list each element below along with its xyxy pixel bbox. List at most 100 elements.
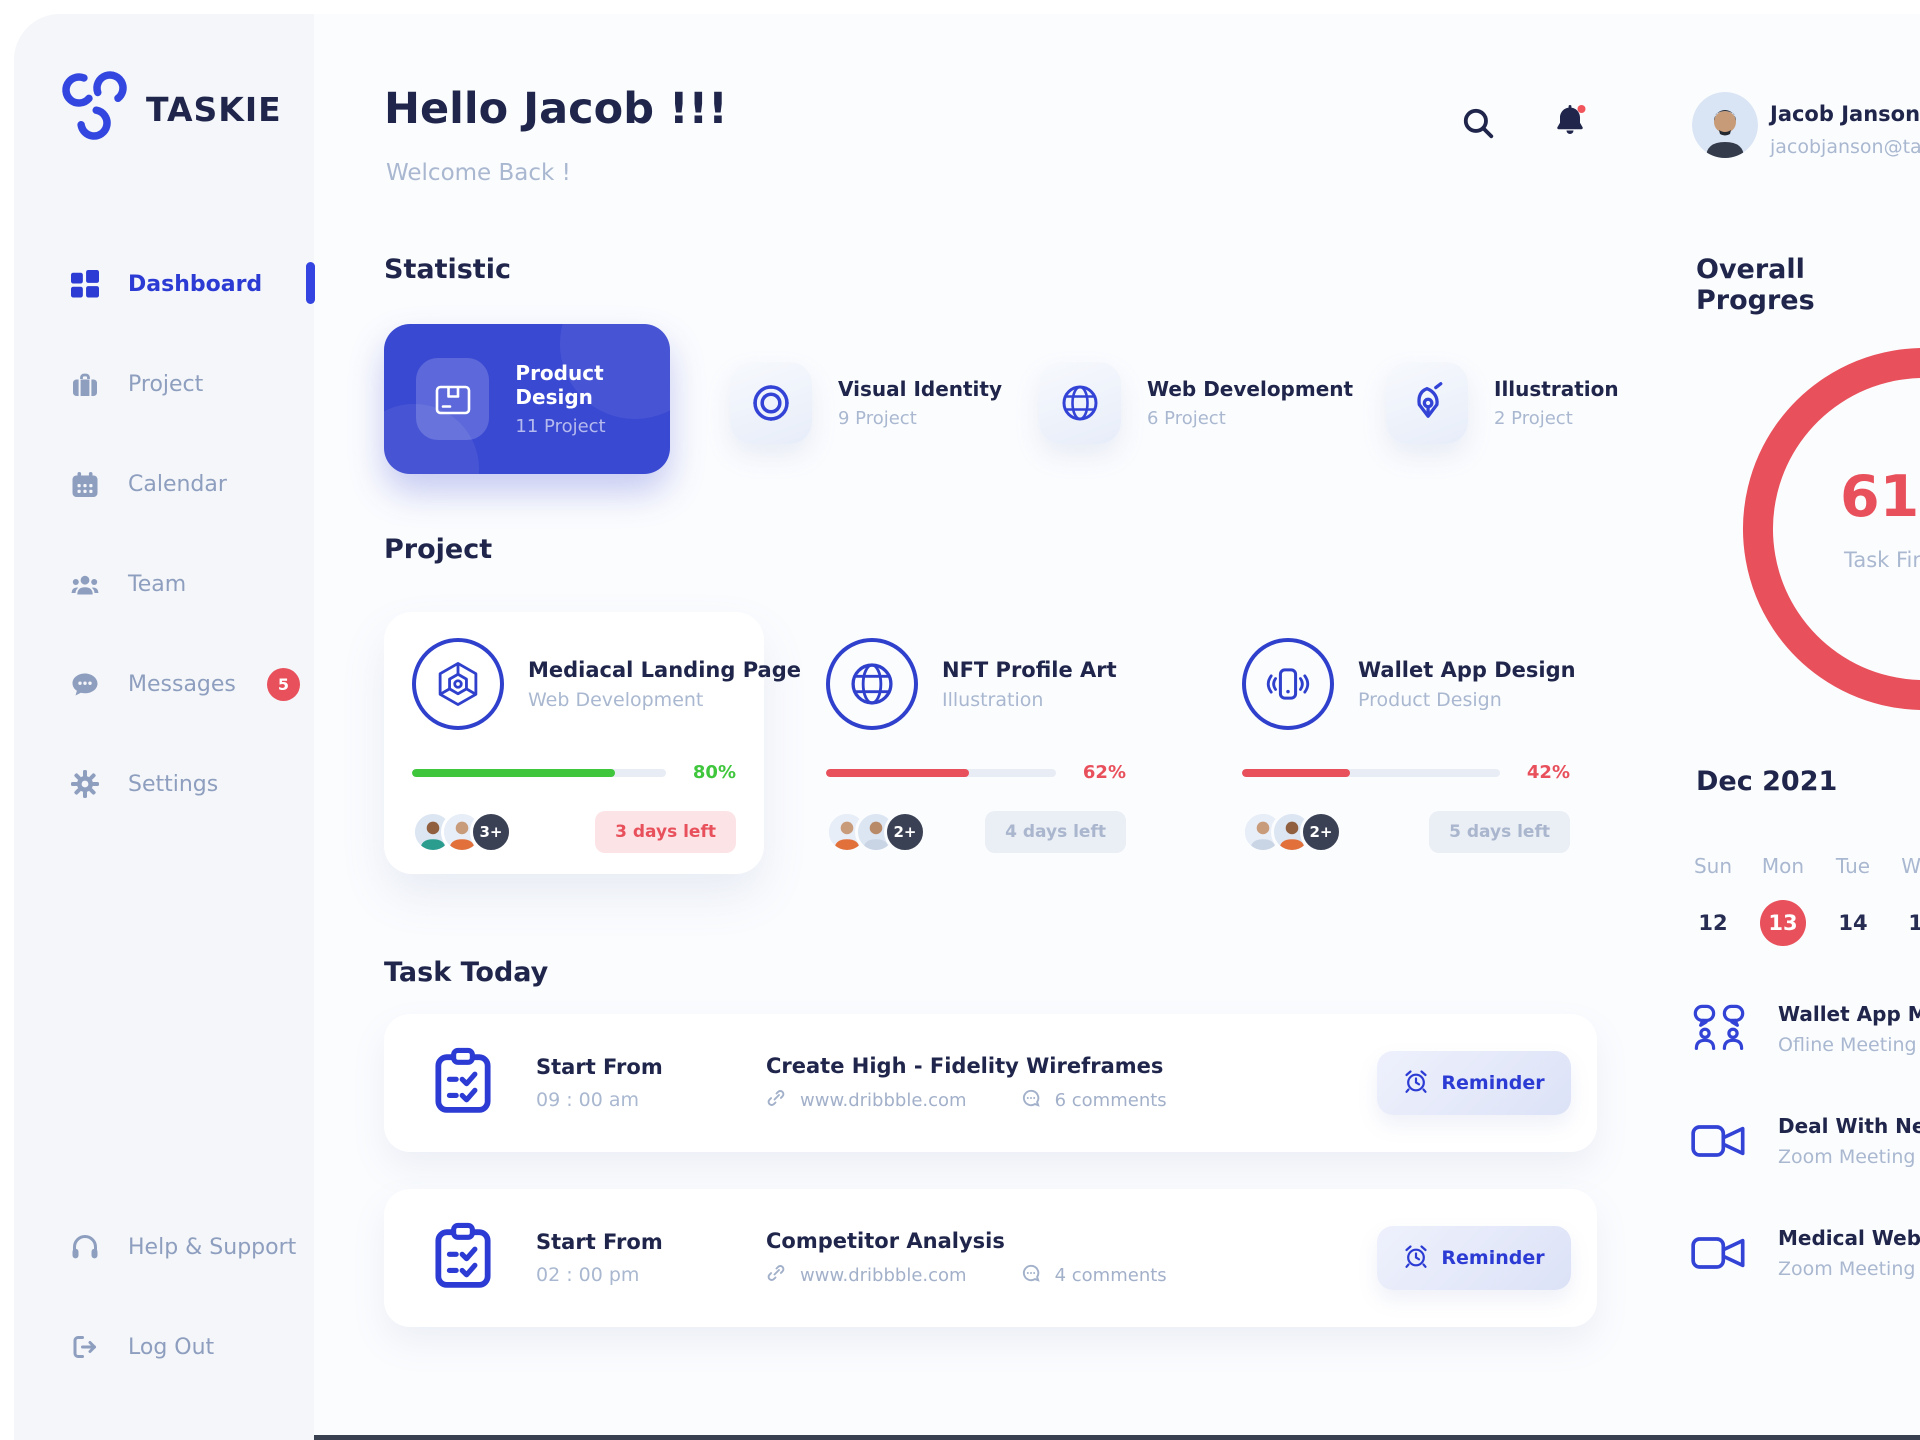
meeting-title: Wallet App Mee [1778,1002,1920,1026]
calendar-day[interactable]: Sun 12 [1693,854,1733,935]
sidebar-item-label: Team [128,571,187,597]
sidebar-item-messages[interactable]: Messages 5 [14,634,314,734]
reminder-button[interactable]: Reminder [1377,1051,1571,1115]
task-time: 02 : 00 pm [536,1264,640,1286]
sidebar-item-label: Project [128,371,204,397]
globe-icon [1039,362,1121,444]
task-start-label: Start From [536,1230,663,1254]
stat-card-title: Web Development [1147,377,1354,401]
sidebar-item-dashboard[interactable]: Dashboard [14,234,314,334]
app-window: TASKIE Dashboard [14,14,1920,1440]
progress-value: 62% [1082,762,1126,783]
meeting-item[interactable]: Deal With New Zoom Meeting [1690,1114,1920,1168]
meeting-item[interactable]: Wallet App Mee Ofline Meeting [1690,1002,1920,1056]
project-heading: Project [384,534,493,565]
stat-card-count: 2 Project [1494,408,1573,429]
search-icon[interactable] [1461,106,1495,144]
stat-card-count: 9 Project [838,408,917,429]
avatar [1271,811,1313,853]
video-camera-icon [1690,1232,1748,1274]
days-left-pill: 4 days left [985,811,1126,853]
comment-icon [1021,1088,1041,1113]
progress-bar: 80% [412,762,736,783]
task-name: Competitor Analysis [766,1228,1005,1253]
messages-badge: 5 [267,667,300,701]
task-comments: 4 comments [1054,1264,1167,1286]
clipboard-icon [432,1222,494,1294]
logout-icon [70,1332,100,1362]
profile-avatar[interactable] [1692,92,1758,158]
task-today-heading: Task Today [384,957,549,988]
sidebar: TASKIE Dashboard [14,14,314,1440]
headset-icon [70,1232,100,1262]
task-link[interactable]: www.dribbble.com [800,1089,967,1111]
sidebar-item-label: Dashboard [128,271,263,297]
sidebar-item-project[interactable]: Project [14,334,314,434]
project-card-mediacal-landing-page[interactable]: Mediacal Landing Page Web Development 80… [384,612,801,874]
calendar-day[interactable]: Wed 15 [1901,854,1920,935]
member-avatars: 3+ [412,811,512,853]
task-row[interactable]: Start From 09 : 00 am Create High - Fide… [384,1014,1597,1152]
sidebar-item-logout[interactable]: Log Out [14,1297,314,1397]
phone-sound-icon [1242,638,1334,730]
alarm-icon [1403,1243,1429,1274]
sidebar-item-help-support[interactable]: Help & Support [14,1197,314,1297]
active-nav-indicator [306,262,315,304]
extra-members-badge: 2+ [1300,811,1342,853]
project-name: Wallet App Design [1358,657,1576,682]
stat-card-title: Visual Identity [838,377,1003,401]
task-row[interactable]: Start From 02 : 00 pm Competitor Analysi… [384,1189,1597,1327]
comment-icon [1021,1263,1041,1288]
reminder-label: Reminder [1441,1072,1545,1094]
meeting-item[interactable]: Medical Web M Zoom Meeting [1690,1226,1920,1280]
meeting-subtitle: Zoom Meeting [1778,1146,1916,1168]
notification-bell-icon[interactable] [1552,102,1589,142]
sidebar-item-settings[interactable]: Settings [14,734,314,834]
stat-card-product-design[interactable]: Product Design 11 Project [384,324,670,474]
progress-value: 80% [692,762,736,783]
project-name: Mediacal Landing Page [528,657,801,682]
stat-card-visual-identity[interactable]: Visual Identity 9 Project [730,362,1002,444]
progress-value: 42% [1526,762,1570,783]
taskie-logo-icon [62,71,127,140]
project-card-wallet-app-design[interactable]: Wallet App Design Product Design 42% 2+ … [1214,612,1598,874]
overall-progress-percent: 61% [1840,464,1920,530]
package-icon [416,358,490,440]
calendar-icon [70,469,100,499]
sidebar-item-label: Log Out [128,1334,215,1360]
brand-logo: TASKIE [58,68,282,150]
page-subtitle: Welcome Back ! [386,160,571,186]
statistic-heading: Statistic [384,254,511,285]
project-category: Web Development [528,688,704,711]
grid-icon [70,269,100,299]
swirl-icon [730,362,812,444]
project-category: Illustration [942,688,1044,711]
stat-card-title: Product Design [515,361,604,409]
sidebar-item-team[interactable]: Team [14,534,314,634]
sidebar-item-calendar[interactable]: Calendar [14,434,314,534]
overall-progress-heading: Overall Progres [1696,254,1815,316]
member-avatars: 2+ [1242,811,1342,853]
task-link[interactable]: www.dribbble.com [800,1264,967,1286]
sidebar-item-label: Calendar [128,471,227,497]
meetings-list: Wallet App Mee Ofline Meeting Deal With … [1690,1002,1920,1338]
sidebar-item-label: Messages [128,671,236,697]
calendar-day-selected[interactable]: Mon 13 [1748,854,1818,946]
reminder-button[interactable]: Reminder [1377,1226,1571,1290]
window-bottom-edge [314,1435,1920,1440]
stat-card-web-development[interactable]: Web Development 6 Project [1039,362,1353,444]
project-card-nft-profile-art[interactable]: NFT Profile Art Illustration 62% 2+ 4 da… [798,612,1154,874]
project-name: NFT Profile Art [942,657,1117,682]
stat-card-illustration[interactable]: Illustration 2 Project [1386,362,1619,444]
people-chat-icon [1690,1003,1748,1055]
chat-icon [70,669,100,699]
profile-email: jacobjanson@task [1770,136,1920,158]
project-category: Product Design [1358,688,1502,711]
task-start-label: Start From [536,1055,663,1079]
calendar-day[interactable]: Tue 14 [1835,854,1871,935]
progress-bar: 42% [1242,762,1570,783]
video-camera-icon [1690,1120,1748,1162]
stat-card-count: 6 Project [1147,408,1226,429]
gear-icon [70,769,100,799]
pen-nib-icon [1386,362,1468,444]
